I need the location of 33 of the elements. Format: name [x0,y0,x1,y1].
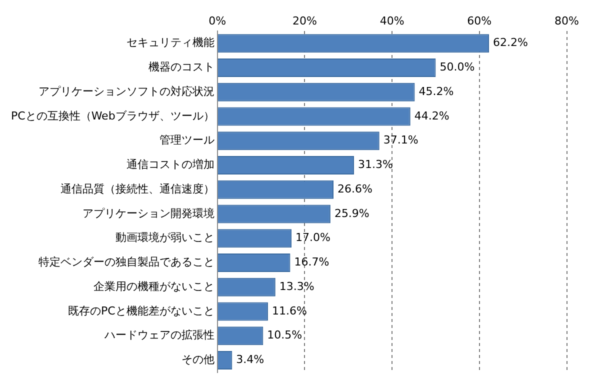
y-tick-label: アプリケーションソフトの対応状況 [38,84,214,98]
data-label: 16.7% [294,256,330,269]
data-label: 17.0% [296,231,331,244]
x-tick-label: 80% [554,14,579,28]
data-label: 44.2% [414,109,450,122]
data-label: 10.5% [267,328,302,342]
data-label: 50.0% [440,60,475,74]
y-tick-label: 特定ベンダーの独自製品であること [38,256,214,269]
data-label: 31.3% [358,158,393,172]
data-label: 11.6% [272,304,307,318]
y-tick-label: 管理ツール [159,134,214,147]
data-label: 37.1% [383,134,418,147]
y-tick-label: セキュリティ機能 [126,36,214,50]
y-tick-label: その他 [181,353,214,366]
data-label: 45.2% [418,84,454,98]
data-label: 26.6% [338,182,372,196]
x-tick-label: 40% [380,14,404,28]
x-tick-label: 0% [208,14,226,28]
x-tick-label: 60% [467,14,492,28]
x-tick-label: 20% [292,14,317,28]
y-tick-label: 企業用の機種がないこと [93,280,214,293]
y-tick-label: 既存のPCと機能差がないこと [68,304,214,318]
y-tick-label: PCとの互換性（Webブラウザ、ツール） [11,109,214,122]
data-label: 3.4% [236,353,264,366]
y-tick-label: アプリケーション開発環境 [82,206,214,220]
y-tick-label: 通信品質（接続性、通信速度） [60,182,214,196]
y-tick-label: 機器のコスト [148,60,214,74]
y-tick-label: 動画環境が弱いこと [115,231,214,244]
y-tick-label: ハードウェアの拡張性 [103,328,214,342]
data-label: 62.2% [493,36,528,50]
y-tick-label: 通信コストの増加 [126,158,214,172]
data-label: 13.3% [279,280,314,293]
data-label: 25.9% [334,206,370,220]
